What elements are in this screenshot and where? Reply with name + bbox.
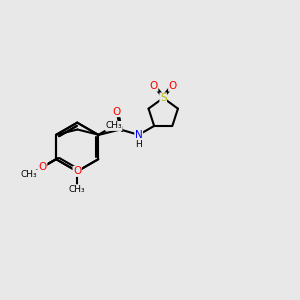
Text: O: O [112,107,121,117]
Text: O: O [38,162,46,172]
Text: O: O [150,81,158,91]
Text: O: O [73,167,81,176]
Text: O: O [39,162,47,172]
Text: S: S [160,93,166,103]
Text: O: O [169,81,177,91]
Text: CH₃: CH₃ [21,170,38,179]
Text: N: N [135,130,142,140]
Text: CH₃: CH₃ [69,185,85,194]
Text: CH₃: CH₃ [105,122,122,130]
Text: H: H [136,140,142,149]
